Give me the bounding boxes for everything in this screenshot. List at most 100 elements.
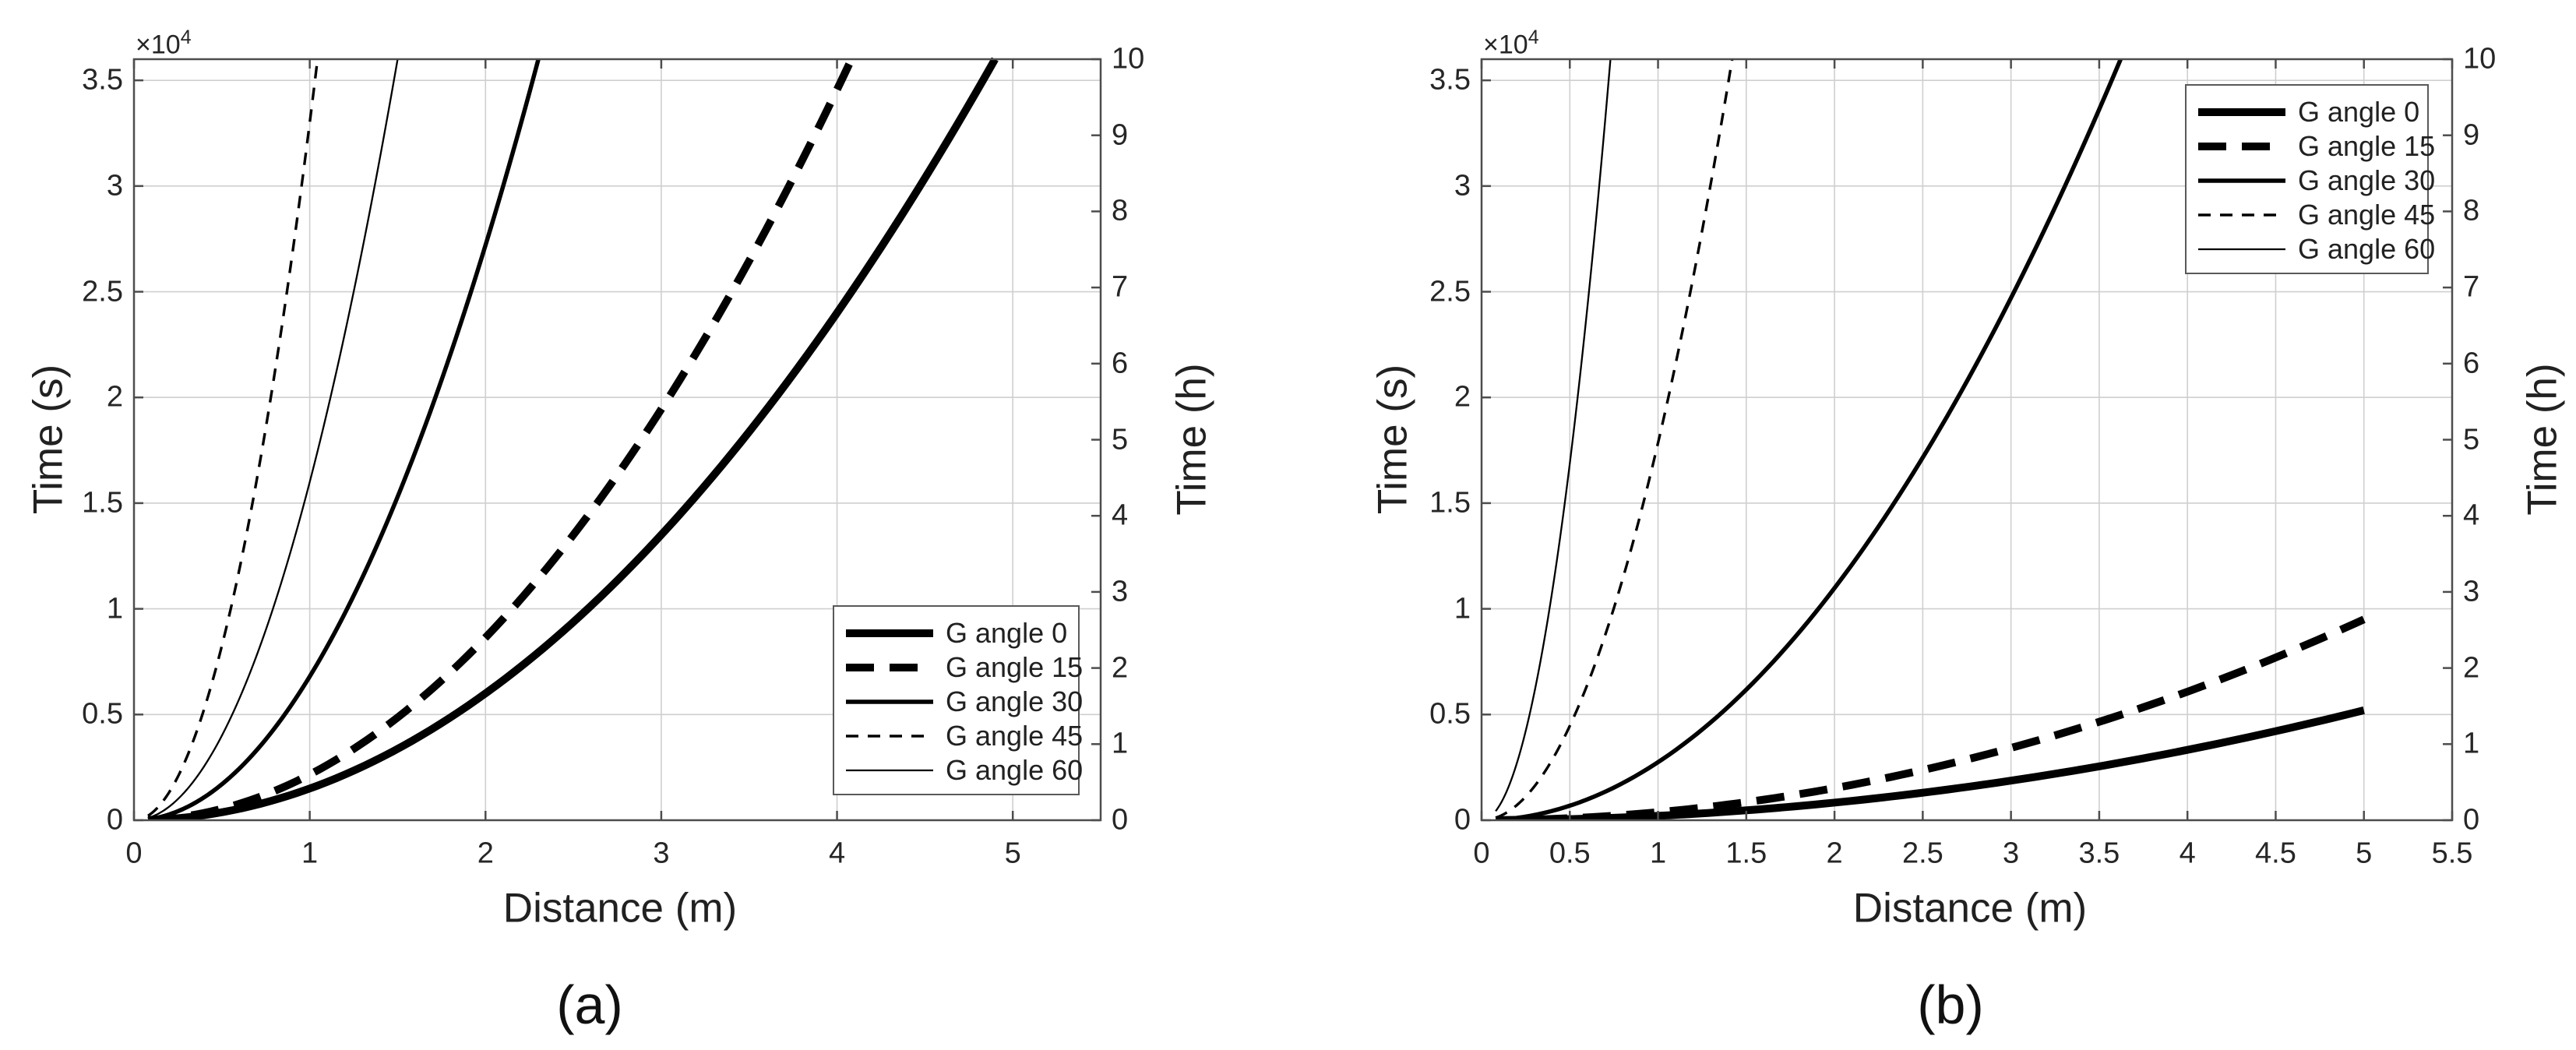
y-tick-right-a-7: 7 <box>1112 270 1129 304</box>
panel-caption: (b) <box>1917 974 1984 1035</box>
x-tick-a-0: 0 <box>125 837 143 870</box>
legend-item-angle-45: G angle 45 <box>2187 198 2435 232</box>
y-tick-left-a-0: 0 <box>106 803 123 837</box>
series-b-angle-60 <box>1495 58 1612 812</box>
legend-line-sample-solid <box>2198 178 2285 183</box>
x-tick-b-0.5: 0.5 <box>1549 837 1591 870</box>
multiplier-base: ×10 <box>1483 30 1528 60</box>
x-tick-a-1: 1 <box>301 837 319 870</box>
legend-item-label: G angle 15 <box>2298 130 2436 162</box>
y-tick-right-a-0: 0 <box>1112 803 1129 837</box>
y-tick-left-b-0: 0 <box>1454 803 1471 837</box>
y-tick-left-a-3.5: 3.5 <box>82 63 123 97</box>
x-tick-b-5.5: 5.5 <box>2431 837 2473 870</box>
y-tick-left-a-2: 2 <box>106 380 123 414</box>
multiplier-exponent: 4 <box>180 26 192 48</box>
y-tick-right-a-2: 2 <box>1112 651 1129 685</box>
legend-item-angle-30: G angle 30 <box>834 685 1083 719</box>
y-tick-right-b-5: 5 <box>2463 423 2480 456</box>
y-tick-right-b-3: 3 <box>2463 575 2480 608</box>
legend-item-angle-15: G angle 15 <box>834 650 1083 685</box>
series-b-angle-30 <box>1495 58 2123 821</box>
y-tick-right-a-9: 9 <box>1112 118 1129 152</box>
x-tick-a-3: 3 <box>653 837 670 870</box>
plot-area-a <box>132 57 1102 822</box>
y-tick-right-b-2: 2 <box>2463 651 2480 685</box>
series-b-angle-45 <box>1495 58 1734 819</box>
series-a-angle-45 <box>147 58 319 817</box>
x-tick-b-3: 3 <box>2003 837 2020 870</box>
legend-line-sample-dashed <box>846 664 933 671</box>
legend-item-label: G angle 60 <box>946 754 1084 786</box>
series-a-angle-0 <box>147 57 999 821</box>
y-tick-right-a-5: 5 <box>1112 423 1129 456</box>
x-tick-b-0: 0 <box>1473 837 1490 870</box>
multiplier-exponent: 4 <box>1528 26 1539 48</box>
legend-item-label: G angle 30 <box>946 685 1084 717</box>
y-tick-left-b-3: 3 <box>1454 169 1471 203</box>
y-axis-label-right: Time (h) <box>1168 363 1215 516</box>
x-tick-b-1.5: 1.5 <box>1725 837 1767 870</box>
legend-line-sample-solid <box>2198 108 2285 116</box>
legend-item-angle-60: G angle 60 <box>2187 232 2435 266</box>
y-tick-right-a-6: 6 <box>1112 347 1129 380</box>
series-a-angle-15 <box>147 57 855 821</box>
legend-item-label: G angle 60 <box>2298 233 2436 265</box>
y-tick-right-b-1: 1 <box>2463 727 2480 760</box>
x-tick-b-3.5: 3.5 <box>2078 837 2120 870</box>
y-axis-label-left: Time (s) <box>1369 364 1416 515</box>
y-tick-right-b-9: 9 <box>2463 118 2480 152</box>
y-tick-left-b-1: 1 <box>1454 592 1471 625</box>
legend-item-angle-30: G angle 30 <box>2187 164 2435 198</box>
y-tick-right-a-4: 4 <box>1112 499 1129 532</box>
y-tick-right-b-10: 10 <box>2463 42 2497 76</box>
x-tick-b-2.5: 2.5 <box>1901 837 1943 870</box>
y-tick-left-a-1: 1 <box>106 592 123 625</box>
series-a-angle-30 <box>147 58 541 821</box>
multiplier-base: ×10 <box>136 30 181 60</box>
x-tick-a-2: 2 <box>477 837 494 870</box>
y-tick-left-b-2: 2 <box>1454 380 1471 414</box>
x-tick-a-4: 4 <box>828 837 846 870</box>
x-tick-b-4: 4 <box>2179 837 2196 870</box>
y-tick-left-a-3: 3 <box>106 169 123 203</box>
y-tick-right-a-3: 3 <box>1112 575 1129 608</box>
x-axis-label: Distance (m) <box>502 885 738 932</box>
x-tick-b-2: 2 <box>1826 837 1843 870</box>
legend-line-sample-dashed <box>846 735 933 738</box>
y-tick-right-b-0: 0 <box>2463 803 2480 837</box>
legend-line-sample-dashed <box>2198 143 2285 150</box>
y-tick-right-a-1: 1 <box>1112 727 1129 760</box>
legend-line-sample-dashed <box>2198 213 2285 217</box>
y-tick-right-b-4: 4 <box>2463 499 2480 532</box>
y-tick-left-b-0.5: 0.5 <box>1429 697 1471 731</box>
series-a-angle-60 <box>147 58 399 819</box>
legend-line-sample-solid <box>846 699 933 704</box>
legend-item-label: G angle 30 <box>2298 164 2436 196</box>
x-tick-b-4.5: 4.5 <box>2255 837 2296 870</box>
y-tick-left-b-3.5: 3.5 <box>1429 63 1471 97</box>
y-tick-left-a-1.5: 1.5 <box>82 486 123 520</box>
legend-item-label: G angle 45 <box>2298 199 2436 231</box>
y-tick-left-b-2.5: 2.5 <box>1429 275 1471 308</box>
legend-item-angle-15: G angle 15 <box>2187 129 2435 164</box>
legend-item-label: G angle 15 <box>946 651 1084 683</box>
y-axis-label-left: Time (s) <box>25 364 72 515</box>
x-tick-b-1: 1 <box>1649 837 1667 870</box>
legend-line-sample-solid <box>2198 248 2285 251</box>
y-tick-right-b-8: 8 <box>2463 194 2480 227</box>
legend-item-label: G angle 0 <box>2298 96 2420 128</box>
y-tick-right-b-7: 7 <box>2463 270 2480 304</box>
legend-item-angle-45: G angle 45 <box>834 719 1083 753</box>
legend-item-label: G angle 45 <box>946 720 1084 752</box>
y-axis-multiplier: ×104 <box>136 26 192 60</box>
y-axis-label-right: Time (h) <box>2519 363 2566 516</box>
x-tick-a-5: 5 <box>1004 837 1021 870</box>
y-tick-right-a-10: 10 <box>1112 42 1145 76</box>
y-tick-left-b-1.5: 1.5 <box>1429 486 1471 520</box>
legend-item-angle-60: G angle 60 <box>834 753 1083 788</box>
y-tick-left-a-0.5: 0.5 <box>82 697 123 731</box>
y-tick-left-a-2.5: 2.5 <box>82 275 123 308</box>
